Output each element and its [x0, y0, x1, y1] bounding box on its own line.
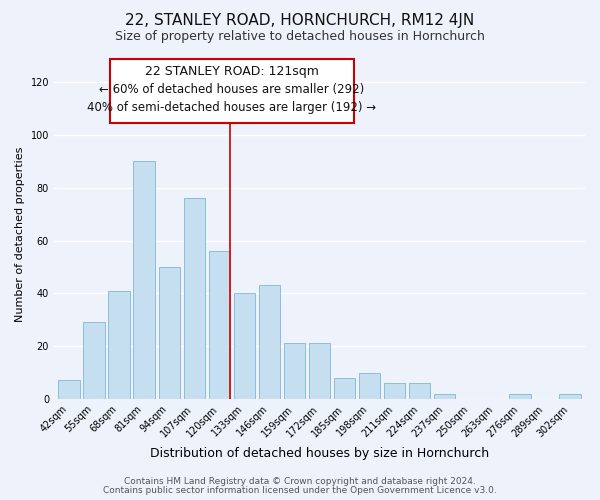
Bar: [384, 383, 405, 399]
Bar: [233, 294, 255, 399]
Bar: [184, 198, 205, 399]
Text: Contains public sector information licensed under the Open Government Licence v3: Contains public sector information licen…: [103, 486, 497, 495]
Bar: [284, 344, 305, 399]
Bar: [58, 380, 80, 399]
Bar: [434, 394, 455, 399]
Bar: [409, 383, 430, 399]
X-axis label: Distribution of detached houses by size in Hornchurch: Distribution of detached houses by size …: [150, 447, 489, 460]
Bar: [83, 322, 104, 399]
Bar: [209, 251, 230, 399]
Bar: [334, 378, 355, 399]
Bar: [259, 286, 280, 399]
Bar: [109, 290, 130, 399]
Text: ← 60% of detached houses are smaller (292): ← 60% of detached houses are smaller (29…: [99, 83, 364, 96]
Text: 40% of semi-detached houses are larger (192) →: 40% of semi-detached houses are larger (…: [87, 102, 376, 114]
Bar: [158, 267, 180, 399]
Bar: [559, 394, 581, 399]
Y-axis label: Number of detached properties: Number of detached properties: [15, 146, 25, 322]
Bar: [509, 394, 530, 399]
Text: 22 STANLEY ROAD: 121sqm: 22 STANLEY ROAD: 121sqm: [145, 65, 319, 78]
FancyBboxPatch shape: [110, 59, 354, 124]
Text: Size of property relative to detached houses in Hornchurch: Size of property relative to detached ho…: [115, 30, 485, 43]
Bar: [359, 372, 380, 399]
Bar: [133, 162, 155, 399]
Text: Contains HM Land Registry data © Crown copyright and database right 2024.: Contains HM Land Registry data © Crown c…: [124, 477, 476, 486]
Text: 22, STANLEY ROAD, HORNCHURCH, RM12 4JN: 22, STANLEY ROAD, HORNCHURCH, RM12 4JN: [125, 12, 475, 28]
Bar: [309, 344, 330, 399]
